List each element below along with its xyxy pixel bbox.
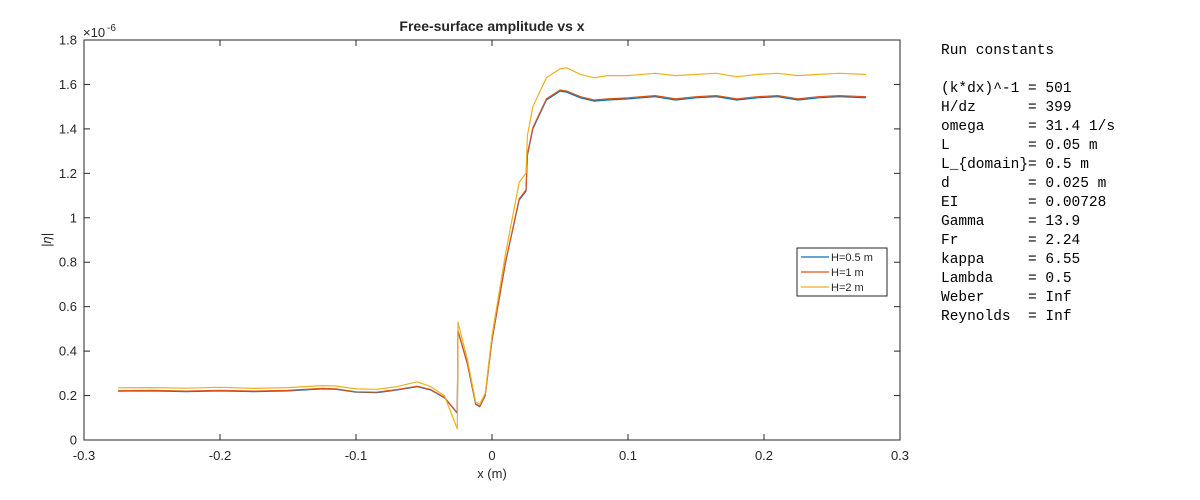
y-tick-label: 0.2 — [59, 388, 77, 403]
y-exponent-power: -6 — [107, 23, 116, 34]
equals-sign: = — [1028, 271, 1046, 287]
y-exponent-base: ×10 — [83, 25, 105, 40]
run-constant-row: L = 0.05 m — [941, 137, 1191, 156]
run-constant-row: EI = 0.00728 — [941, 194, 1191, 213]
legend-label: H=2 m — [831, 282, 864, 294]
run-constant-name: kappa — [941, 252, 1029, 268]
y-tick-label: 0.6 — [59, 299, 77, 314]
legend: H=0.5 m H=1 m H=2 m — [796, 247, 888, 297]
run-constant-row: Lambda = 0.5 — [941, 270, 1191, 289]
y-tick-label: 1.2 — [59, 166, 77, 181]
run-constants-list: (k*dx)^-1 = 501 H/dz = 399 omega = 31.4 1/… — [941, 80, 1191, 327]
equals-sign: = — [1028, 214, 1046, 230]
run-constants-heading: Run constants — [941, 43, 1055, 59]
run-constant-row: d = 0.025 m — [941, 175, 1191, 194]
run-constant-value: Inf — [1045, 290, 1072, 306]
run-constant-name: Gamma — [941, 214, 1029, 230]
y-tick-label: 1 — [70, 210, 77, 225]
run-constant-value: 501 — [1045, 81, 1072, 97]
y-axis-label: |η| — [39, 233, 54, 247]
run-constant-value: 0.00728 — [1045, 195, 1107, 211]
run-constant-row: Fr = 2.24 — [941, 232, 1191, 251]
equals-sign: = — [1028, 119, 1046, 135]
series-line-1 — [117, 89, 867, 414]
equals-sign: = — [1028, 309, 1046, 325]
y-axis: 0 0.2 0.4 0.6 0.8 1 1.2 1.4 1.6 1.8 — [59, 33, 900, 448]
equals-sign: = — [1028, 233, 1046, 249]
equals-sign: = — [1028, 81, 1046, 97]
x-tick-label: 0.3 — [891, 448, 909, 463]
run-constant-name: omega — [941, 119, 1029, 135]
run-constant-row: Reynolds = Inf — [941, 308, 1191, 327]
y-axis-exponent: ×10 -6 — [83, 23, 116, 40]
run-constant-value: 0.025 m — [1045, 176, 1107, 192]
equals-sign: = — [1028, 195, 1046, 211]
run-constant-name: Fr — [941, 233, 1029, 249]
y-tick-label: 0.8 — [59, 255, 77, 270]
series-layer — [117, 67, 867, 430]
run-constant-row: Weber = Inf — [941, 289, 1191, 308]
run-constants-panel: Run constants (k*dx)^-1 = 501 H/dz = 399 o… — [941, 42, 1191, 327]
x-tick-label: -0.2 — [209, 448, 231, 463]
equals-sign: = — [1028, 176, 1046, 192]
run-constant-name: H/dz — [941, 100, 1029, 116]
run-constant-name: L — [941, 138, 1029, 154]
run-constant-value: 0.05 m — [1045, 138, 1098, 154]
series-line-2 — [117, 67, 867, 430]
run-constant-row: L_{domain}= 0.5 m — [941, 156, 1191, 175]
run-constant-value: 2.24 — [1045, 233, 1081, 249]
y-tick-label: 1.4 — [59, 121, 77, 136]
run-constant-row: (k*dx)^-1 = 501 — [941, 80, 1191, 99]
run-constant-name: (k*dx)^-1 — [941, 81, 1029, 97]
run-constant-value: 0.5 m — [1045, 157, 1089, 173]
run-constant-value: 399 — [1045, 100, 1072, 116]
equals-sign: = — [1028, 100, 1046, 116]
x-tick-label: 0 — [488, 448, 495, 463]
run-constant-value: 31.4 1/s — [1045, 119, 1116, 135]
run-constant-name: Lambda — [941, 271, 1029, 287]
y-tick-label: 1.6 — [59, 77, 77, 92]
x-tick-label: -0.3 — [73, 448, 95, 463]
equals-sign: = — [1028, 157, 1046, 173]
x-tick-label: 0.2 — [755, 448, 773, 463]
x-tick-label: 0.1 — [619, 448, 637, 463]
y-tick-label: 0.4 — [59, 344, 77, 359]
run-constant-name: Reynolds — [941, 309, 1029, 325]
x-axis: -0.3 -0.2 -0.1 0 0.1 0.2 0.3 — [73, 40, 909, 463]
run-constant-row: omega = 31.4 1/s — [941, 118, 1191, 137]
x-axis-label: x (m) — [477, 466, 507, 481]
run-constant-value: 6.55 — [1045, 252, 1081, 268]
equals-sign: = — [1028, 138, 1046, 154]
legend-label: H=0.5 m — [831, 252, 873, 264]
run-constant-row: H/dz = 399 — [941, 99, 1191, 118]
amplitude-chart: Free-surface amplitude vs x ×10 -6 -0.3-… — [39, 18, 909, 481]
run-constant-value: 13.9 — [1045, 214, 1081, 230]
y-tick-label: 1.8 — [59, 33, 77, 48]
run-constant-value: 0.5 — [1045, 271, 1072, 287]
run-constant-name: L_{domain} — [941, 157, 1029, 173]
series-line-0 — [117, 90, 867, 414]
axes-box — [83, 39, 901, 441]
run-constant-row: Gamma = 13.9 — [941, 213, 1191, 232]
run-constant-name: d — [941, 176, 1029, 192]
run-constant-name: Weber — [941, 290, 1029, 306]
legend-label: H=1 m — [831, 267, 864, 279]
run-constant-row: kappa = 6.55 — [941, 251, 1191, 270]
spacer — [941, 61, 1191, 80]
run-constant-value: Inf — [1045, 309, 1072, 325]
run-constant-name: EI — [941, 195, 1029, 211]
equals-sign: = — [1028, 290, 1046, 306]
chart-title: Free-surface amplitude vs x — [399, 18, 584, 34]
equals-sign: = — [1028, 252, 1046, 268]
y-tick-label: 0 — [70, 433, 77, 448]
x-tick-label: -0.1 — [345, 448, 367, 463]
